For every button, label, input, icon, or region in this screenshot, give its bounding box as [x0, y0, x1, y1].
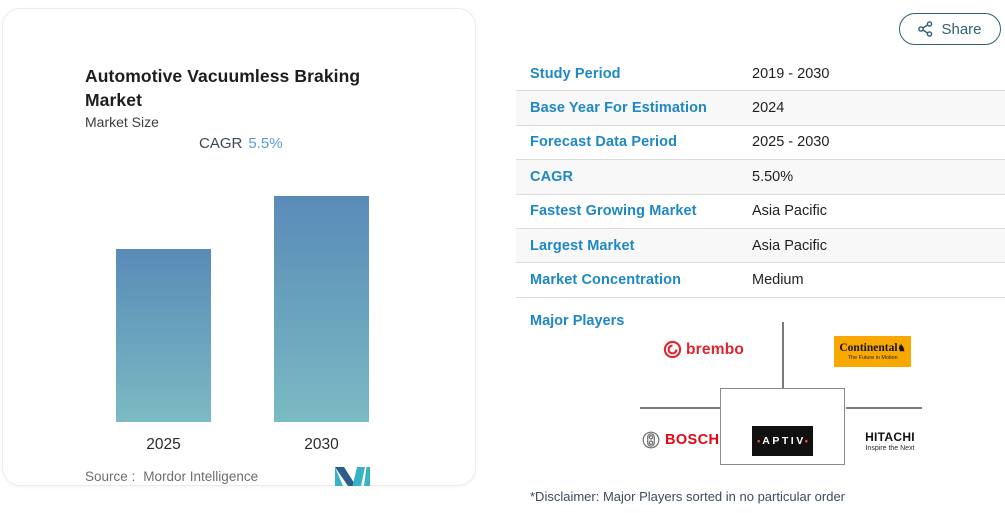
bar-2025 [116, 249, 211, 422]
row-label: Market Concentration [530, 272, 682, 289]
bar-label-2025: 2025 [146, 436, 181, 453]
row-value: 2019 - 2030 [752, 65, 830, 82]
continental-tagline: The Future in Motion [847, 355, 898, 361]
card-title: Automotive Vacuumless Braking Market [85, 66, 361, 110]
share-button-label: Share [941, 20, 982, 38]
org-chart-right-line [846, 407, 922, 409]
org-chart-left-line [640, 407, 720, 409]
brembo-logo: brembo [663, 340, 744, 359]
mordor-intelligence-logo-icon [335, 467, 370, 486]
cagr-label: CAGR [199, 135, 243, 152]
row-value: Medium [752, 272, 804, 289]
cagr-annotation: CAGR 5.5% [199, 135, 283, 152]
key-facts-table: Study Period 2019 - 2030 Base Year For E… [516, 57, 1005, 298]
continental-logo: Continental♞ The Future in Motion [834, 336, 911, 367]
hitachi-tagline: Inspire the Next [865, 445, 915, 452]
table-row-study-period: Study Period 2019 - 2030 [516, 57, 1005, 92]
bosch-wordmark: BOSCH [665, 432, 720, 448]
card-subtitle: Market Size [85, 114, 159, 130]
row-label: Forecast Data Period [530, 134, 678, 151]
continental-horse-icon: ♞ [897, 343, 906, 353]
brembo-disc-icon [663, 340, 682, 359]
share-icon [918, 21, 933, 37]
row-label: Fastest Growing Market [530, 203, 697, 220]
aptiv-logo: APTIV [752, 426, 813, 456]
bosch-armature-icon [642, 431, 660, 449]
table-row-forecast-period: Forecast Data Period 2025 - 2030 [516, 126, 1005, 161]
table-row-market-concentration: Market Concentration Medium [516, 263, 1005, 298]
major-players-label: Major Players [530, 313, 625, 329]
table-row-fastest-growing-market: Fastest Growing Market Asia Pacific [516, 195, 1005, 229]
table-row-base-year: Base Year For Estimation 2024 [516, 91, 1005, 126]
brembo-wordmark: brembo [686, 340, 745, 358]
org-chart-stem-line [782, 322, 784, 388]
row-value: Asia Pacific [752, 203, 827, 220]
row-label: Largest Market [530, 237, 635, 254]
major-players-disclaimer: *Disclaimer: Major Players sorted in no … [530, 489, 846, 504]
hitachi-wordmark: HITACHI [865, 430, 915, 444]
cagr-value: 5.5% [248, 135, 283, 152]
source-line: Source : Mordor Intelligence [85, 469, 258, 484]
share-button[interactable]: Share [899, 13, 1001, 45]
row-value: 2024 [752, 100, 785, 117]
continental-wordmark: Continental♞ [839, 342, 906, 354]
bar-label-2030: 2030 [304, 436, 339, 453]
bosch-logo: BOSCH [642, 431, 719, 449]
aptiv-wordmark: APTIV [762, 435, 806, 447]
row-label: Base Year For Estimation [530, 100, 708, 117]
table-row-cagr: CAGR 5.50% [516, 160, 1005, 195]
table-row-largest-market: Largest Market Asia Pacific [516, 228, 1005, 264]
row-value: 5.50% [752, 168, 794, 185]
market-size-card: Automotive Vacuumless Braking Market Mar… [2, 8, 476, 486]
row-value: Asia Pacific [752, 237, 827, 254]
row-label: Study Period [530, 65, 621, 82]
hitachi-logo: HITACHI Inspire the Next [860, 430, 920, 452]
source-label: Source : [85, 469, 136, 484]
row-label: CAGR [530, 168, 574, 185]
source-value: Mordor Intelligence [143, 469, 259, 484]
row-value: 2025 - 2030 [752, 134, 830, 151]
bar-2030 [274, 196, 369, 422]
